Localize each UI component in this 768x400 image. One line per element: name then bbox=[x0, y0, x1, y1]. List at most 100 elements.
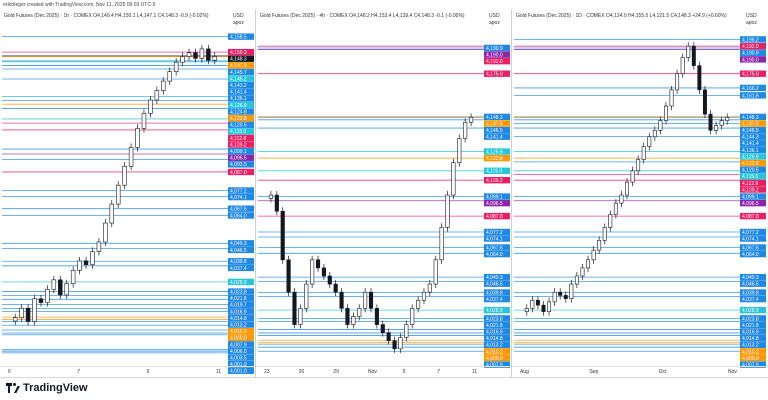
price-label: 4,112.8 bbox=[230, 136, 247, 142]
price-label: 4,013.2 bbox=[742, 343, 759, 349]
price-label: 4,064.0 bbox=[230, 213, 247, 219]
price-label-bg bbox=[228, 264, 254, 272]
candle bbox=[433, 259, 438, 285]
candle bbox=[363, 291, 368, 309]
price-label: 4,120.5 bbox=[230, 123, 247, 129]
price-label-bg bbox=[484, 328, 510, 335]
price-label: 4,136.1 bbox=[230, 96, 247, 102]
x-tick-label: 6 bbox=[8, 369, 11, 375]
price-label: 4,013.2 bbox=[230, 322, 247, 328]
candle bbox=[212, 56, 218, 61]
price-label-bg bbox=[484, 57, 510, 65]
price-label-bg bbox=[740, 133, 766, 140]
price-label-bg bbox=[228, 205, 254, 212]
x-tick-label: 11 bbox=[216, 369, 222, 375]
price-label-bg bbox=[484, 341, 510, 348]
price-label-bg bbox=[484, 348, 510, 355]
candle bbox=[357, 308, 362, 317]
candle bbox=[315, 259, 321, 269]
price-label: 4,077.2 bbox=[742, 230, 759, 236]
candle bbox=[58, 279, 63, 296]
price-label-bg bbox=[228, 327, 254, 335]
tradingview-brand[interactable]: TradingView bbox=[6, 382, 88, 394]
chart-panel-4h[interactable]: Gold Futures (Dec 2025) · 4h · COMEX O4,… bbox=[256, 10, 512, 377]
price-label: 4,067.6 bbox=[230, 207, 247, 213]
price-label-bg bbox=[228, 288, 254, 295]
x-axis: Aug Sep Oct Nov bbox=[512, 366, 768, 377]
price-label-bg bbox=[740, 295, 766, 303]
price-label: 4,064.0 bbox=[742, 252, 759, 258]
price-label: 4,010.3 bbox=[742, 349, 759, 355]
price-label: 4,112.8 bbox=[742, 181, 759, 187]
price-label: 4,175.0 bbox=[486, 72, 503, 78]
price-label-bg bbox=[484, 126, 510, 134]
x-tick-label: 5 bbox=[402, 369, 406, 375]
price-label: 4,049.3 bbox=[230, 241, 247, 247]
candle bbox=[321, 267, 326, 277]
chart-panel-1h[interactable]: Gold Futures (Dec 2025) · 1h · COMEX O4,… bbox=[0, 10, 256, 377]
price-label-bg bbox=[228, 121, 254, 128]
price-label: 4,109.2 bbox=[230, 142, 247, 148]
candle bbox=[524, 308, 529, 313]
candle bbox=[298, 308, 303, 325]
price-label: 4,006.0 bbox=[230, 349, 247, 355]
price-label-bg bbox=[484, 361, 510, 368]
price-label-bg bbox=[484, 113, 510, 121]
candle bbox=[122, 165, 127, 186]
price-label: 4,074.1 bbox=[486, 236, 503, 242]
price-label-bg bbox=[740, 212, 766, 220]
price-label: 4,037.4 bbox=[486, 297, 503, 303]
price-label: 4,190.0 bbox=[742, 57, 759, 63]
chart-svg: 4,158.5 4,150.34,148.34,147.94,145.74,145… bbox=[2, 33, 254, 375]
candle bbox=[691, 45, 696, 66]
footer: TradingView bbox=[0, 377, 768, 400]
x-axis: 23 26 29 Nov 5 7 11 bbox=[256, 366, 511, 377]
candle bbox=[115, 184, 121, 205]
candle bbox=[12, 317, 18, 322]
price-label: 4,166.2 bbox=[742, 86, 759, 92]
price-label-bg bbox=[228, 347, 254, 355]
candle bbox=[445, 194, 450, 228]
candle bbox=[135, 128, 140, 148]
price-label-bg bbox=[740, 273, 766, 281]
candle bbox=[109, 203, 115, 224]
price-label-bg bbox=[228, 246, 254, 254]
candle bbox=[180, 56, 185, 63]
price-label-bg bbox=[228, 62, 254, 69]
price-label-bg bbox=[484, 306, 510, 314]
price-label: 4,016.9 bbox=[230, 309, 247, 315]
candle bbox=[268, 194, 274, 199]
chart-panel-1d[interactable]: Gold Futures (Dec 2025) · 1D · COMEX O4,… bbox=[512, 10, 768, 377]
brand-name: TradingView bbox=[23, 382, 88, 394]
price-label: 4,126.9 bbox=[742, 154, 759, 160]
price-label: 4,028.9 bbox=[742, 308, 759, 314]
price-label: 4,021.8 bbox=[486, 323, 503, 329]
price-label-bg bbox=[740, 113, 766, 121]
price-label-bg bbox=[228, 360, 254, 368]
candle bbox=[686, 45, 691, 58]
price-label: 4,099.1 bbox=[486, 194, 503, 200]
price-label: 4,099.1 bbox=[230, 149, 247, 155]
price-label-bg bbox=[740, 280, 766, 287]
price-label-bg bbox=[228, 321, 254, 328]
currency: USD bbox=[746, 13, 757, 19]
price-label-bg bbox=[228, 301, 254, 308]
price-label-bg bbox=[740, 153, 766, 160]
candle bbox=[186, 52, 192, 57]
candle bbox=[580, 267, 585, 277]
price-label: 4,039.8 bbox=[486, 290, 503, 296]
candle bbox=[148, 99, 153, 114]
price-label-bg bbox=[484, 167, 510, 174]
candle bbox=[427, 283, 432, 293]
price-label-bg bbox=[740, 126, 766, 134]
price-label: 4,150.3 bbox=[230, 50, 247, 56]
price-label-bg bbox=[228, 354, 254, 361]
candle bbox=[714, 125, 719, 131]
price-label: 4,161.6 bbox=[742, 93, 759, 99]
price-label-bg bbox=[228, 88, 254, 95]
price-label-bg bbox=[228, 187, 254, 194]
unit-label: apoz bbox=[489, 20, 500, 26]
price-label: 4,067.6 bbox=[486, 245, 503, 251]
price-label-bg bbox=[740, 56, 766, 63]
candle bbox=[658, 120, 663, 131]
